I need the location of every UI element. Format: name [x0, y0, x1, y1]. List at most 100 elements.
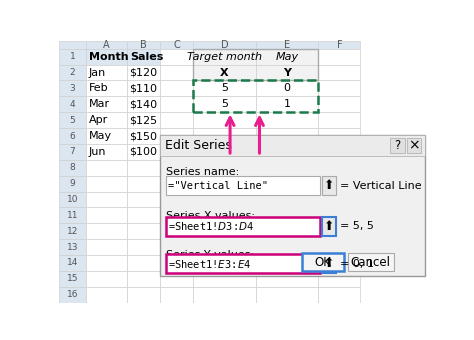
Bar: [193, 271, 256, 287]
Bar: [193, 223, 256, 239]
Bar: [86, 191, 127, 207]
Bar: [86, 49, 127, 65]
Bar: [160, 191, 193, 207]
Bar: [256, 81, 318, 96]
Bar: [318, 176, 360, 191]
Bar: [59, 65, 86, 81]
Bar: [407, 138, 421, 153]
Bar: [86, 287, 127, 303]
Bar: [256, 112, 318, 128]
Bar: [86, 41, 127, 49]
Bar: [86, 112, 127, 128]
Text: =Sheet1!$D$3:$D$4: =Sheet1!$D$3:$D$4: [168, 220, 254, 233]
Text: A: A: [103, 40, 110, 50]
Bar: [127, 176, 160, 191]
Text: Edit Series: Edit Series: [164, 139, 232, 152]
Bar: [160, 239, 193, 255]
Bar: [193, 287, 256, 303]
Bar: [59, 144, 86, 160]
Text: C: C: [173, 40, 180, 50]
Bar: [318, 271, 360, 287]
Text: ⬆: ⬆: [324, 179, 334, 192]
Bar: [256, 49, 318, 65]
Bar: [160, 49, 193, 65]
Bar: [59, 41, 86, 49]
Bar: [59, 160, 86, 176]
Bar: [127, 96, 160, 112]
Bar: [193, 112, 256, 128]
Bar: [86, 207, 127, 223]
Bar: [86, 239, 127, 255]
Bar: [318, 81, 360, 96]
Bar: [86, 128, 127, 144]
Bar: [160, 128, 193, 144]
Bar: [322, 254, 336, 273]
Text: Series X values:: Series X values:: [166, 211, 255, 221]
Text: May: May: [275, 52, 299, 62]
Bar: [127, 49, 160, 65]
Bar: [193, 239, 256, 255]
Bar: [256, 96, 318, 112]
Text: 7: 7: [70, 147, 75, 156]
Bar: [318, 144, 360, 160]
Bar: [160, 160, 193, 176]
Bar: [256, 144, 318, 160]
Text: = Vertical Line: = Vertical Line: [340, 181, 422, 191]
Bar: [127, 255, 160, 271]
Text: Month: Month: [89, 52, 128, 62]
Bar: [59, 239, 86, 255]
Text: $110: $110: [129, 83, 157, 94]
Text: $125: $125: [129, 115, 157, 125]
Bar: [59, 176, 86, 191]
Text: 12: 12: [67, 227, 78, 236]
Bar: [59, 128, 86, 144]
Bar: [193, 81, 318, 112]
Bar: [318, 41, 360, 49]
Text: 5: 5: [221, 99, 228, 109]
Bar: [166, 217, 320, 236]
Bar: [127, 65, 160, 81]
Bar: [193, 81, 256, 96]
Bar: [318, 255, 360, 271]
Bar: [86, 271, 127, 287]
Text: Target month: Target month: [187, 52, 262, 62]
Text: Cancel: Cancel: [351, 256, 391, 269]
Bar: [59, 223, 86, 239]
Text: ?: ?: [394, 139, 401, 152]
Bar: [193, 176, 256, 191]
Bar: [193, 49, 318, 81]
Bar: [160, 112, 193, 128]
FancyArrowPatch shape: [226, 118, 234, 153]
Bar: [127, 191, 160, 207]
Text: 10: 10: [67, 195, 78, 204]
Bar: [59, 191, 86, 207]
Bar: [86, 81, 127, 96]
Bar: [127, 287, 160, 303]
Text: $140: $140: [129, 99, 157, 109]
Text: Sales: Sales: [130, 52, 164, 62]
Bar: [193, 160, 256, 176]
Text: ⬆: ⬆: [324, 257, 334, 270]
Text: 8: 8: [70, 163, 75, 172]
Bar: [59, 96, 86, 112]
Bar: [256, 223, 318, 239]
Text: 1: 1: [70, 52, 75, 61]
Text: Series Y values:: Series Y values:: [166, 250, 254, 260]
Bar: [256, 160, 318, 176]
Bar: [318, 128, 360, 144]
Text: E: E: [284, 40, 290, 50]
Text: Series name:: Series name:: [166, 167, 239, 177]
Text: Feb: Feb: [89, 83, 108, 94]
Text: 15: 15: [67, 274, 78, 283]
Text: 3: 3: [70, 84, 75, 93]
Bar: [160, 176, 193, 191]
Text: $100: $100: [129, 147, 157, 157]
Bar: [318, 207, 360, 223]
Text: 13: 13: [67, 242, 78, 252]
Bar: [193, 49, 256, 65]
Text: = 5, 5: = 5, 5: [340, 221, 374, 232]
Bar: [318, 65, 360, 81]
Bar: [301, 253, 344, 271]
Bar: [86, 144, 127, 160]
Bar: [160, 287, 193, 303]
